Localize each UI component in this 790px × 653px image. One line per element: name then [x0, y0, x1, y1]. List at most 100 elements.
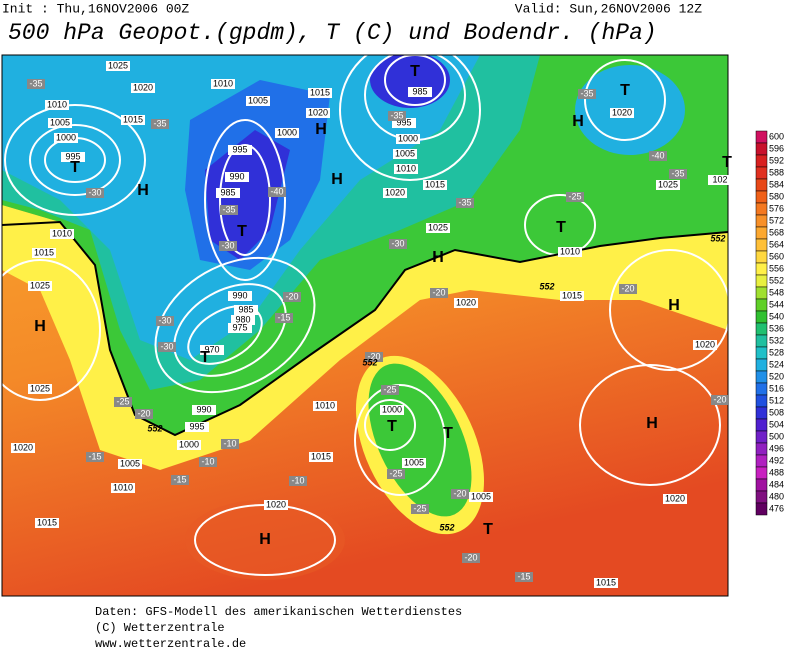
isobar-label-box — [28, 281, 52, 291]
temperature-label-box — [114, 397, 132, 407]
colorbar-label: 484 — [769, 479, 784, 489]
isobar-label-box — [558, 247, 582, 257]
isobar-label: 1020 — [456, 297, 476, 307]
colorbar-swatch — [755, 418, 768, 432]
colorbar-swatch — [755, 358, 768, 372]
isobar-label: 995 — [396, 117, 411, 127]
colorbar-label: 524 — [769, 359, 784, 369]
temperature-label: -10 — [223, 438, 236, 448]
isobar-label-box — [408, 87, 432, 97]
temperature-label-box — [456, 198, 474, 208]
colorbar: 600 596 592 588 584 580 576 572 568 564 560 556 552 5… — [755, 130, 784, 516]
isobar-label: 1010 — [113, 482, 133, 492]
temperature-label-box — [27, 79, 45, 89]
isobar-label-box — [106, 61, 130, 71]
isobar-label: 1010 — [47, 99, 67, 109]
isobar-label: 1020 — [308, 107, 328, 117]
colorbar-swatch — [755, 382, 768, 396]
valid-time: Valid: Sun,26NOV2006 12Z — [515, 1, 702, 16]
colorbar-swatch — [755, 214, 768, 228]
isobar-label-box — [228, 323, 252, 333]
isobar-label: 1005 — [471, 491, 491, 501]
colorbar-label: 488 — [769, 467, 784, 477]
temperature-label-box — [669, 169, 687, 179]
isobar-label-box — [396, 134, 420, 144]
isobar-label: 1015 — [562, 290, 582, 300]
temperature-label-box — [289, 476, 307, 486]
temperature-label: -35 — [671, 168, 684, 178]
temperature-label: -20 — [432, 287, 445, 297]
isobar-label-box — [200, 345, 224, 355]
map-field — [2, 55, 728, 596]
temperature-label-box — [389, 239, 407, 249]
temperature-label: -35 — [222, 204, 235, 214]
isobar-label-box — [45, 100, 69, 110]
colorbar-swatch — [755, 202, 768, 216]
init-time: Init : Thu,16NOV2006 00Z — [2, 1, 189, 16]
temperature-label-box — [171, 475, 189, 485]
colorbar-label: 584 — [769, 179, 784, 189]
colorbar-label: 548 — [769, 287, 784, 297]
pressure-center: T — [483, 521, 493, 538]
contour-label: 552 — [539, 281, 554, 291]
temperature-label: -40 — [270, 186, 283, 196]
isobar-label-box — [423, 180, 447, 190]
isobar-label-box — [560, 291, 584, 301]
pressure-center: H — [259, 531, 271, 548]
isobar-label-box — [393, 149, 417, 159]
pressure-center: T — [237, 223, 247, 240]
isobar-label: 1020 — [13, 442, 33, 452]
isobar-label-box — [246, 96, 270, 106]
temperature-label: -20 — [713, 394, 726, 404]
colorbar-label: 492 — [769, 455, 784, 465]
pressure-center: T — [620, 82, 630, 99]
isobar-label: 1000 — [277, 127, 297, 137]
isobar-label-box — [275, 128, 299, 138]
isobar-label-box — [131, 83, 155, 93]
colorbar-swatch — [755, 274, 768, 288]
isobar-label-box — [394, 164, 418, 174]
temperature-label: -30 — [221, 240, 234, 250]
isobar-label: 1000 — [179, 439, 199, 449]
isobar-label: 1005 — [395, 148, 415, 158]
isobar-label: 970 — [204, 344, 219, 354]
pressure-center: T — [410, 63, 420, 80]
temperature-label-box — [199, 457, 217, 467]
temperature-label-box — [462, 553, 480, 563]
temperature-label: -10 — [291, 475, 304, 485]
colorbar-swatch — [755, 286, 768, 300]
colorbar-swatch — [755, 454, 768, 468]
isobar-label: 995 — [189, 421, 204, 431]
temperature-label-box — [268, 187, 286, 197]
colorbar-swatch — [755, 298, 768, 312]
pressure-center: T — [722, 154, 732, 171]
temperature-label-box — [219, 241, 237, 251]
isobar-label-box — [11, 443, 35, 453]
isobar-label: 1025 — [30, 280, 50, 290]
colorbar-swatch — [755, 346, 768, 360]
temperature-label-box — [515, 572, 533, 582]
isobar-label-box — [308, 88, 332, 98]
temperature-label: -30 — [158, 315, 171, 325]
isobar-label-box — [225, 172, 249, 182]
temperature-label: -40 — [651, 150, 664, 160]
isobar-label: 990 — [196, 404, 211, 414]
temperature-label-box — [430, 288, 448, 298]
colorbar-label: 520 — [769, 371, 784, 381]
colorbar-swatch — [755, 430, 768, 444]
colorbar-swatch — [755, 502, 768, 516]
isobar-label: 1005 — [120, 458, 140, 468]
colorbar-label: 508 — [769, 407, 784, 417]
colorbar-label: 576 — [769, 203, 784, 213]
colorbar-label: 476 — [769, 503, 784, 513]
isobar-label: 1010 — [213, 78, 233, 88]
isobar-label-box — [32, 248, 56, 258]
isobar-label: 1000 — [398, 133, 418, 143]
isobar-label-box — [48, 118, 72, 128]
temperature-label-box — [220, 205, 238, 215]
colorbar-label: 480 — [769, 491, 784, 501]
isobar-label-box — [380, 405, 404, 415]
pressure-center: H — [331, 171, 343, 188]
colorbar-label: 588 — [769, 167, 784, 177]
isobar-label-box — [50, 229, 74, 239]
